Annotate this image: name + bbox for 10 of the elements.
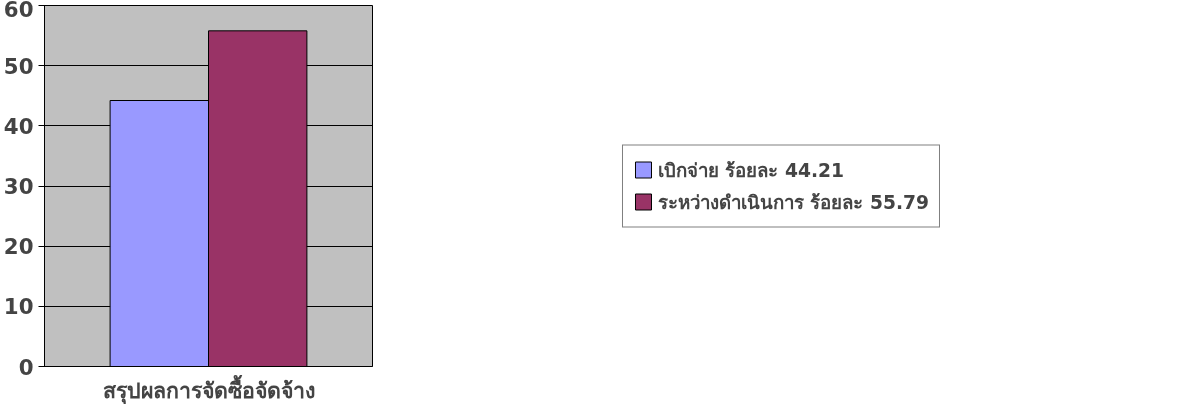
y-tick-label: 20	[3, 234, 34, 260]
legend-label: เบิกจ่าย ร้อยละ 44.21	[657, 158, 845, 182]
legend-label: ระหว่างดำเนินการ ร้อยละ 55.79	[657, 190, 930, 214]
y-tick-label: 40	[3, 113, 34, 139]
y-tick-label: 30	[3, 174, 34, 199]
x-tick-label: สรุปผลการจัดซื้อจัดจ้าง	[102, 373, 315, 405]
y-tick-label: 10	[3, 294, 34, 320]
y-tick-label: 50	[3, 53, 34, 79]
y-tick-label: 0	[18, 354, 34, 380]
y-tick-label: 60	[3, 0, 34, 22]
